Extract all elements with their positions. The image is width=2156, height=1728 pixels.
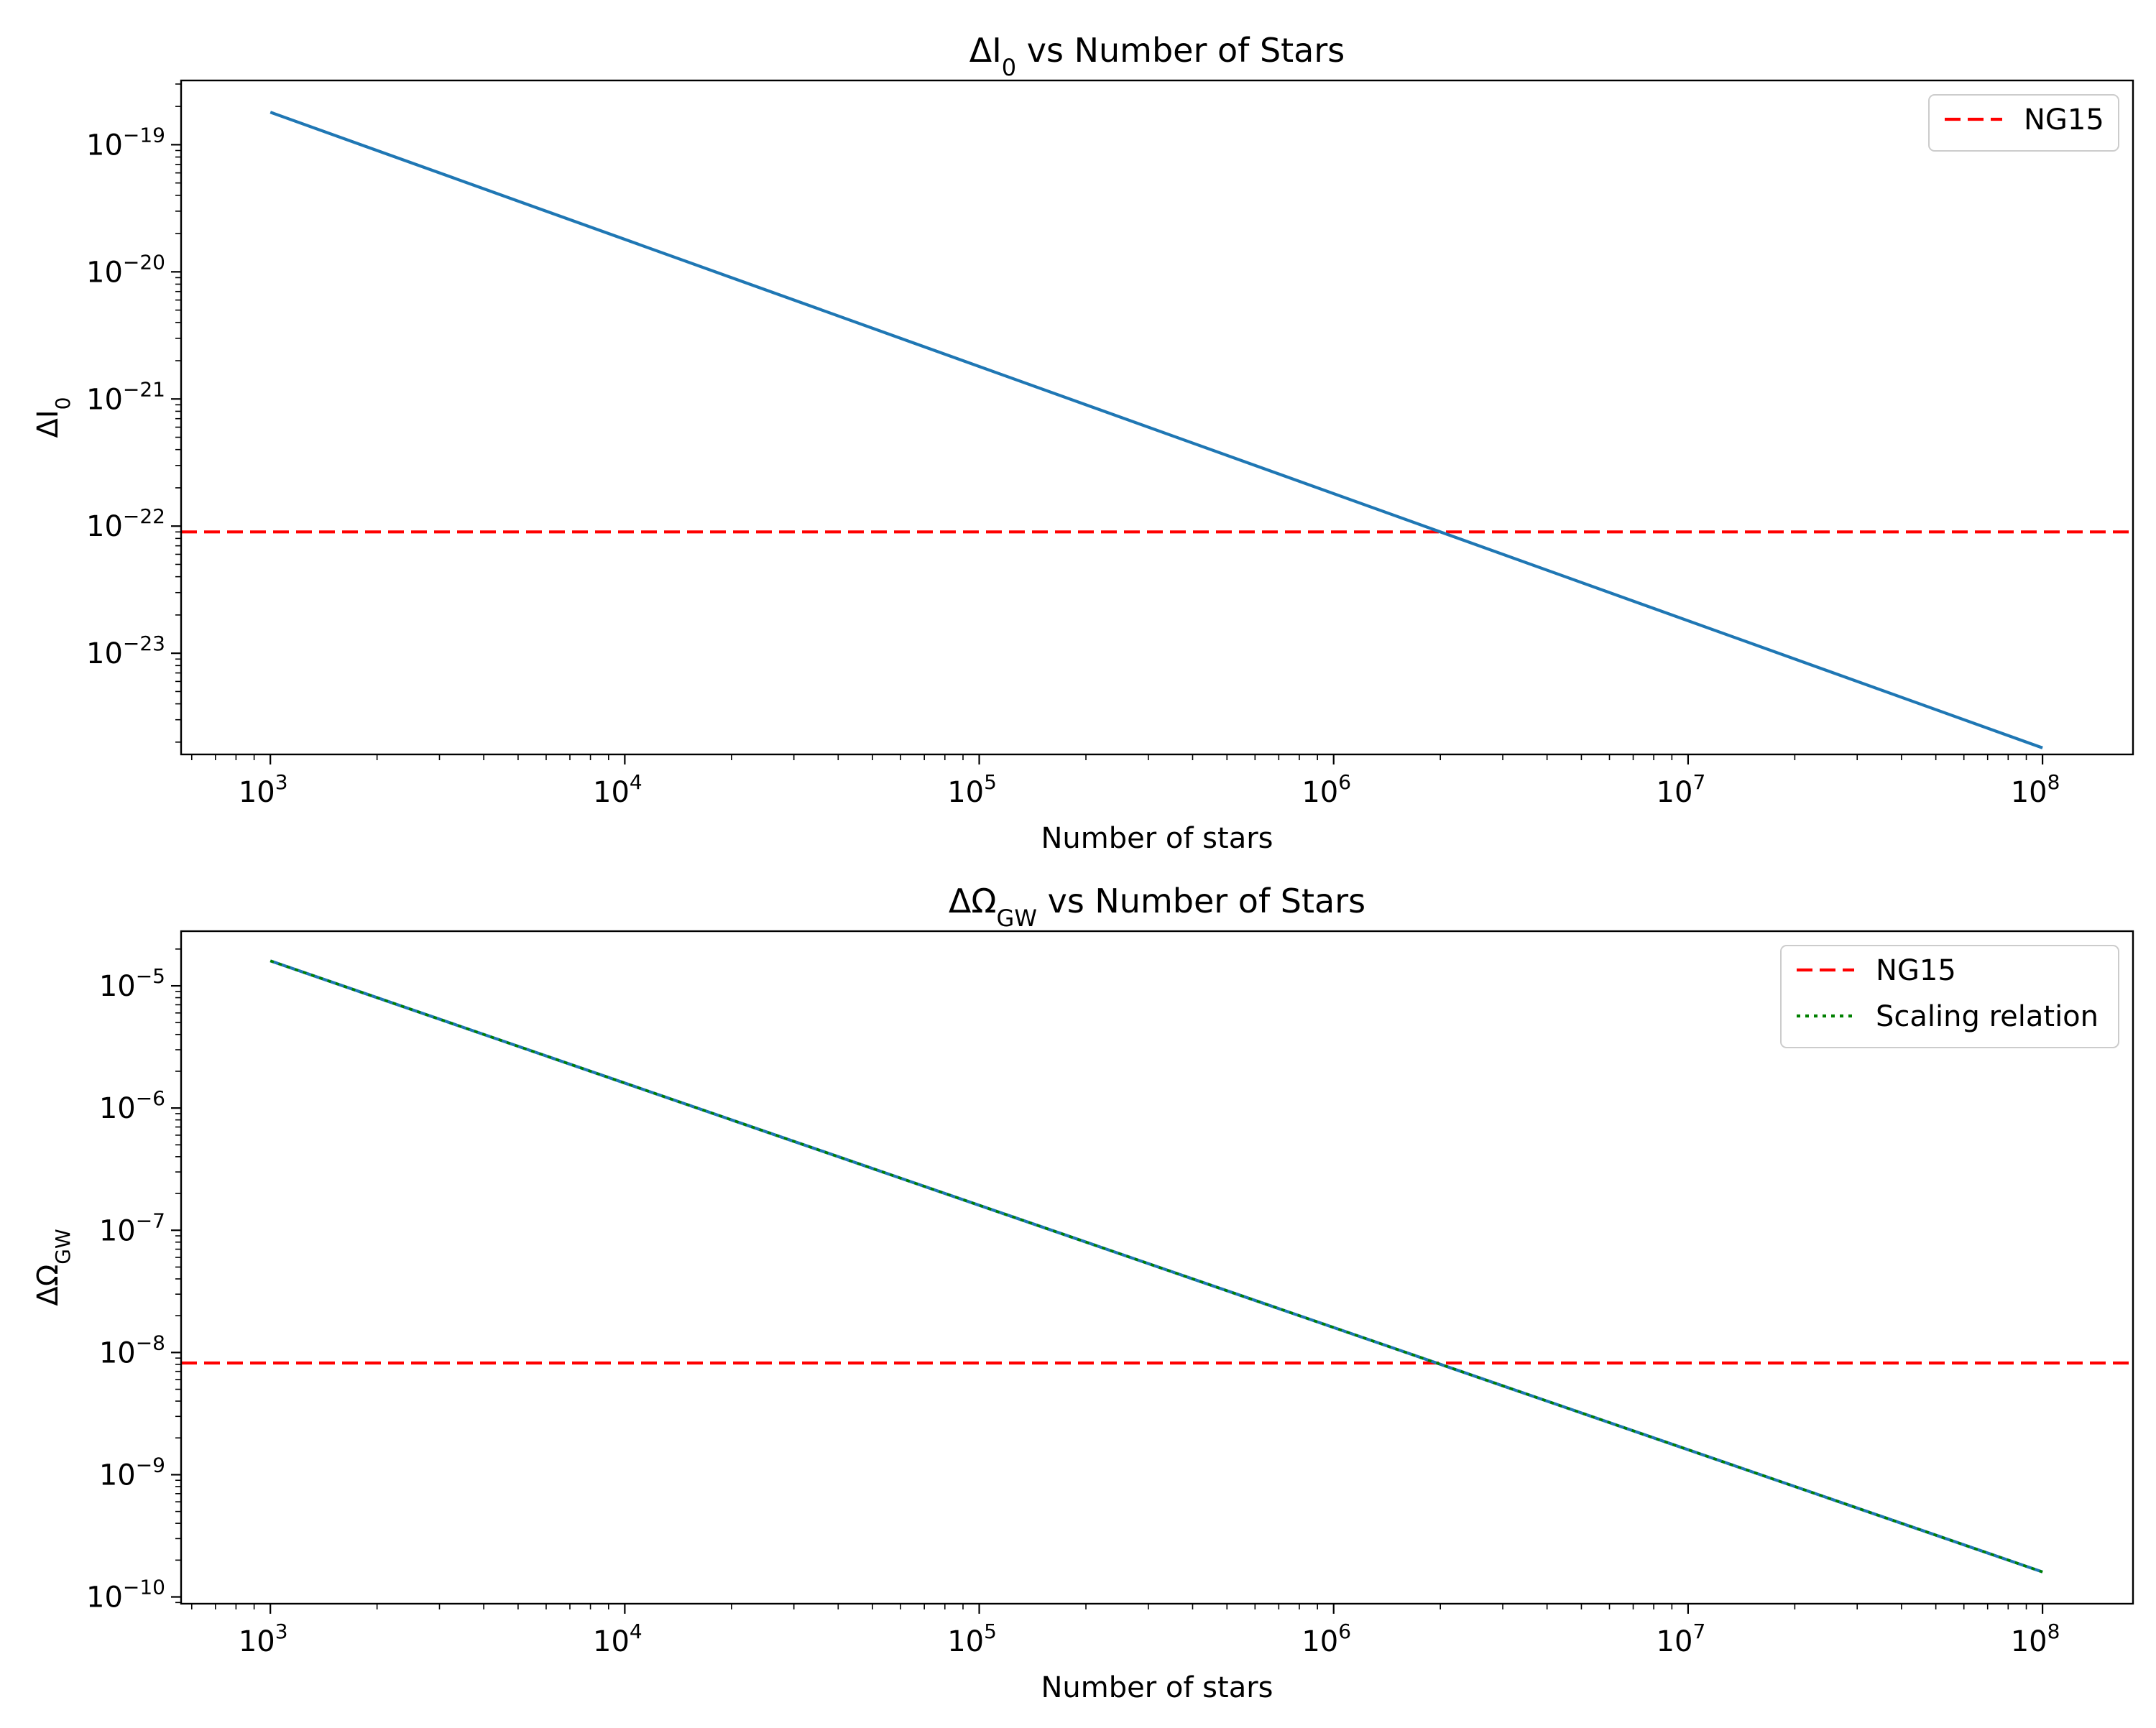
panel-1-legend: NG15 (1928, 94, 2119, 152)
panel-2-x-tick-label: 103 (239, 1620, 288, 1658)
panel-2-x-tick-label: 105 (947, 1620, 997, 1658)
panel-2-y-tick-label: 10−6 (99, 1086, 165, 1125)
panel-1-x-tick-label: 105 (947, 770, 997, 809)
panel-2-x-tick-label: 108 (2011, 1620, 2060, 1658)
panel-1-title: ΔI0 vs Number of Stars (969, 31, 1345, 81)
panel-1-legend-box (1928, 94, 2119, 152)
panel-2-x-tick-label: 107 (1657, 1620, 1706, 1658)
panel-2-x-tick-label: 106 (1302, 1620, 1351, 1658)
panel-1-y-tick-label: 10−20 (86, 250, 165, 289)
panel-2-x-tick-label: 104 (593, 1620, 642, 1658)
panel-1-plot-area (181, 111, 2133, 749)
panel-2-title: ΔΩGW vs Number of Stars (949, 882, 1365, 932)
panel-1: ΔI0 vs Number of Stars 103 104 105 106 107 108… (32, 31, 2134, 855)
panel-1-x-tick-label: 103 (239, 770, 288, 809)
panel-1-y-tick-label: 10−23 (86, 632, 165, 670)
panel-2-y-tick-label: 10−5 (99, 964, 165, 1003)
panel-1-y-tick-label: 10−21 (86, 377, 165, 416)
panel-1-x-tick-label: 107 (1657, 770, 1706, 809)
panel-2-legend-box (1780, 945, 2119, 1048)
panel-1-axes-frame (180, 79, 2134, 756)
panel-1-x-tick-label: 104 (593, 770, 642, 809)
panel-2-legend-label: Scaling relation (1876, 1000, 2099, 1033)
panel-1-y-tick-label: 10−19 (86, 123, 165, 162)
panel-1-data-line (270, 111, 2043, 749)
panel-2-legend-label: NG15 (1876, 954, 1956, 987)
panel-2-scaling-relation-line (270, 959, 2043, 1574)
panel-2-y-tick-label: 10−8 (99, 1331, 165, 1369)
panel-2-axes-frame (180, 930, 2134, 1605)
panel-2-y-tick-label: 10−7 (99, 1209, 165, 1247)
panel-1-y-axis-label: ΔI0 (32, 397, 75, 438)
panel-2-x-axis-label: Number of stars (1041, 1671, 1273, 1704)
panel-1-y-tick-label: 10−22 (86, 504, 165, 543)
panel-2-legend: NG15 Scaling relation (1780, 945, 2119, 1048)
panel-2: ΔΩGW vs Number of Stars 103 104 105 106 107 10… (32, 882, 2134, 1704)
panel-2-plot-area (181, 959, 2133, 1574)
panel-2-y-tick-label: 10−10 (86, 1576, 165, 1614)
panel-2-y-tick-label: 10−9 (99, 1453, 165, 1492)
panel-1-x-tick-label: 106 (1302, 770, 1351, 809)
panel-1-legend-label: NG15 (2024, 103, 2104, 137)
panel-1-x-tick-label: 108 (2011, 770, 2060, 809)
panel-2-data-line (270, 959, 2043, 1574)
panel-2-y-axis-label: ΔΩGW (32, 1229, 75, 1306)
panel-1-x-axis-label: Number of stars (1041, 822, 1273, 855)
